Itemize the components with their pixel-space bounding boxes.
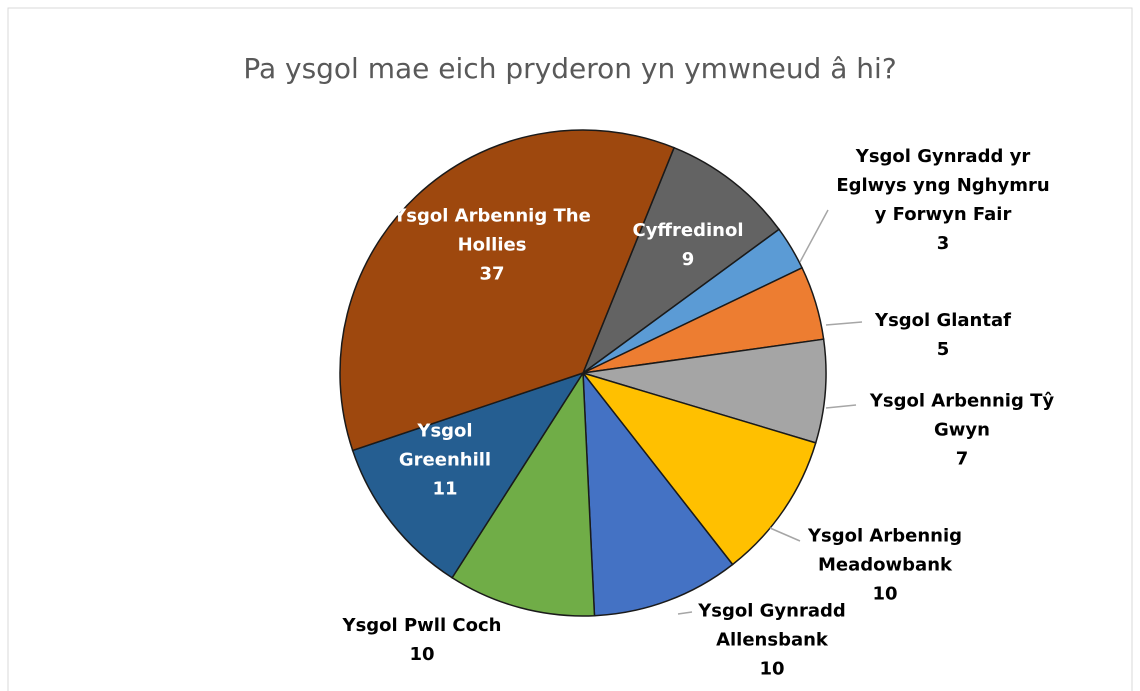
category-label: Ysgol Pwll Coch xyxy=(342,615,502,636)
data-label: Cyffredinol 9 xyxy=(618,216,758,274)
category-label: Ysgol Gynradd Allensbank xyxy=(698,600,846,651)
category-label: Ysgol Arbennig The Hollies xyxy=(393,205,591,256)
data-label: Ysgol Arbennig Meadowbank 10 xyxy=(785,522,985,609)
value-label: 10 xyxy=(759,658,785,680)
category-label: Ysgol Glantaf xyxy=(875,310,1011,331)
data-label: Ysgol Glantaf 5 xyxy=(843,306,1043,364)
value-label: 37 xyxy=(479,263,505,285)
data-label: Ysgol Arbennig Tŷ Gwyn 7 xyxy=(852,387,1072,474)
value-label: 9 xyxy=(681,249,695,270)
pie-slice xyxy=(351,371,585,579)
data-label: Ysgol Arbennig The Hollies 37 xyxy=(392,202,592,289)
value-label: 10 xyxy=(872,583,898,605)
value-label: 7 xyxy=(955,448,969,470)
leader-line xyxy=(825,404,857,409)
pie-slice xyxy=(339,129,676,452)
leader-line xyxy=(799,209,829,263)
value-label: 5 xyxy=(936,339,950,360)
leader-line xyxy=(677,611,693,615)
category-label: Ysgol Arbennig Tŷ Gwyn xyxy=(869,390,1055,441)
category-label: Ysgol Gynradd yr Eglwys yng Nghymru y Fo… xyxy=(836,146,1050,225)
leader-line xyxy=(769,527,801,542)
data-label: Ysgol Pwll Coch 10 xyxy=(312,611,532,669)
data-label: Ysgol Greenhill 11 xyxy=(375,417,515,504)
chart-frame xyxy=(7,7,1133,691)
data-label: Ysgol Gynradd yr Eglwys yng Nghymru y Fo… xyxy=(828,142,1058,258)
category-label: Cyffredinol xyxy=(632,220,744,241)
pie-slice xyxy=(581,146,781,376)
pie-slice xyxy=(582,338,827,444)
chart-title: Pa ysgol mae eich pryderon yn ymwneud â … xyxy=(243,52,897,85)
value-label: 3 xyxy=(936,233,950,254)
pie-slice xyxy=(580,371,817,566)
value-label: 11 xyxy=(432,478,458,500)
category-label: Ysgol Arbennig Meadowbank xyxy=(807,525,963,576)
leader-line xyxy=(825,321,863,326)
pie-slice xyxy=(582,370,734,617)
value-label: 10 xyxy=(409,644,435,665)
category-label: Ysgol Greenhill xyxy=(398,420,492,471)
data-label: Ysgol Gynradd Allensbank 10 xyxy=(672,597,872,684)
pie-slice xyxy=(451,370,596,617)
